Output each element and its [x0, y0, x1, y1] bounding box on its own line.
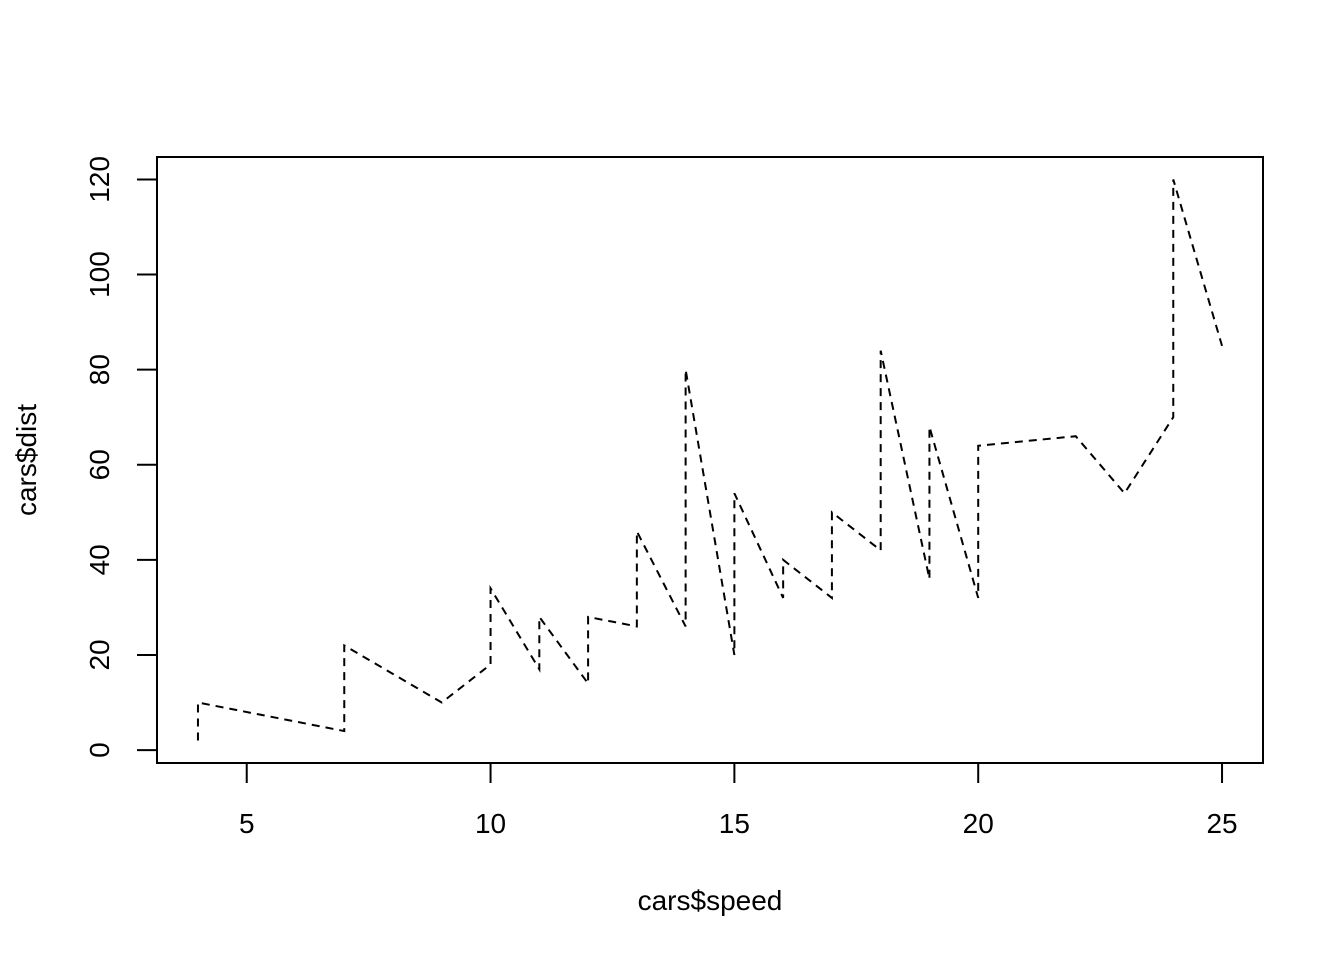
- y-tick-label: 120: [84, 156, 115, 203]
- x-tick-label: 20: [963, 808, 994, 839]
- x-axis-label: cars$speed: [638, 885, 783, 916]
- x-tick-label: 10: [475, 808, 506, 839]
- series-line: [196, 179, 1223, 741]
- x-tick-label: 5: [239, 808, 255, 839]
- x-axis: 5 10 15 20 25: [239, 762, 1238, 839]
- series-layer: [196, 179, 1223, 741]
- y-tick-label: 60: [84, 449, 115, 480]
- y-tick-label: 0: [84, 742, 115, 758]
- y-axis-label: cars$dist: [11, 404, 42, 516]
- y-tick-label: 80: [84, 354, 115, 385]
- y-tick-label: 20: [84, 639, 115, 670]
- plot-frame: [156, 156, 1264, 764]
- y-axis: 0 20 40 60 80 100 120: [84, 156, 158, 758]
- x-tick-label: 25: [1206, 808, 1237, 839]
- y-tick-label: 40: [84, 544, 115, 575]
- y-tick-label: 100: [84, 251, 115, 298]
- x-tick-label: 15: [719, 808, 750, 839]
